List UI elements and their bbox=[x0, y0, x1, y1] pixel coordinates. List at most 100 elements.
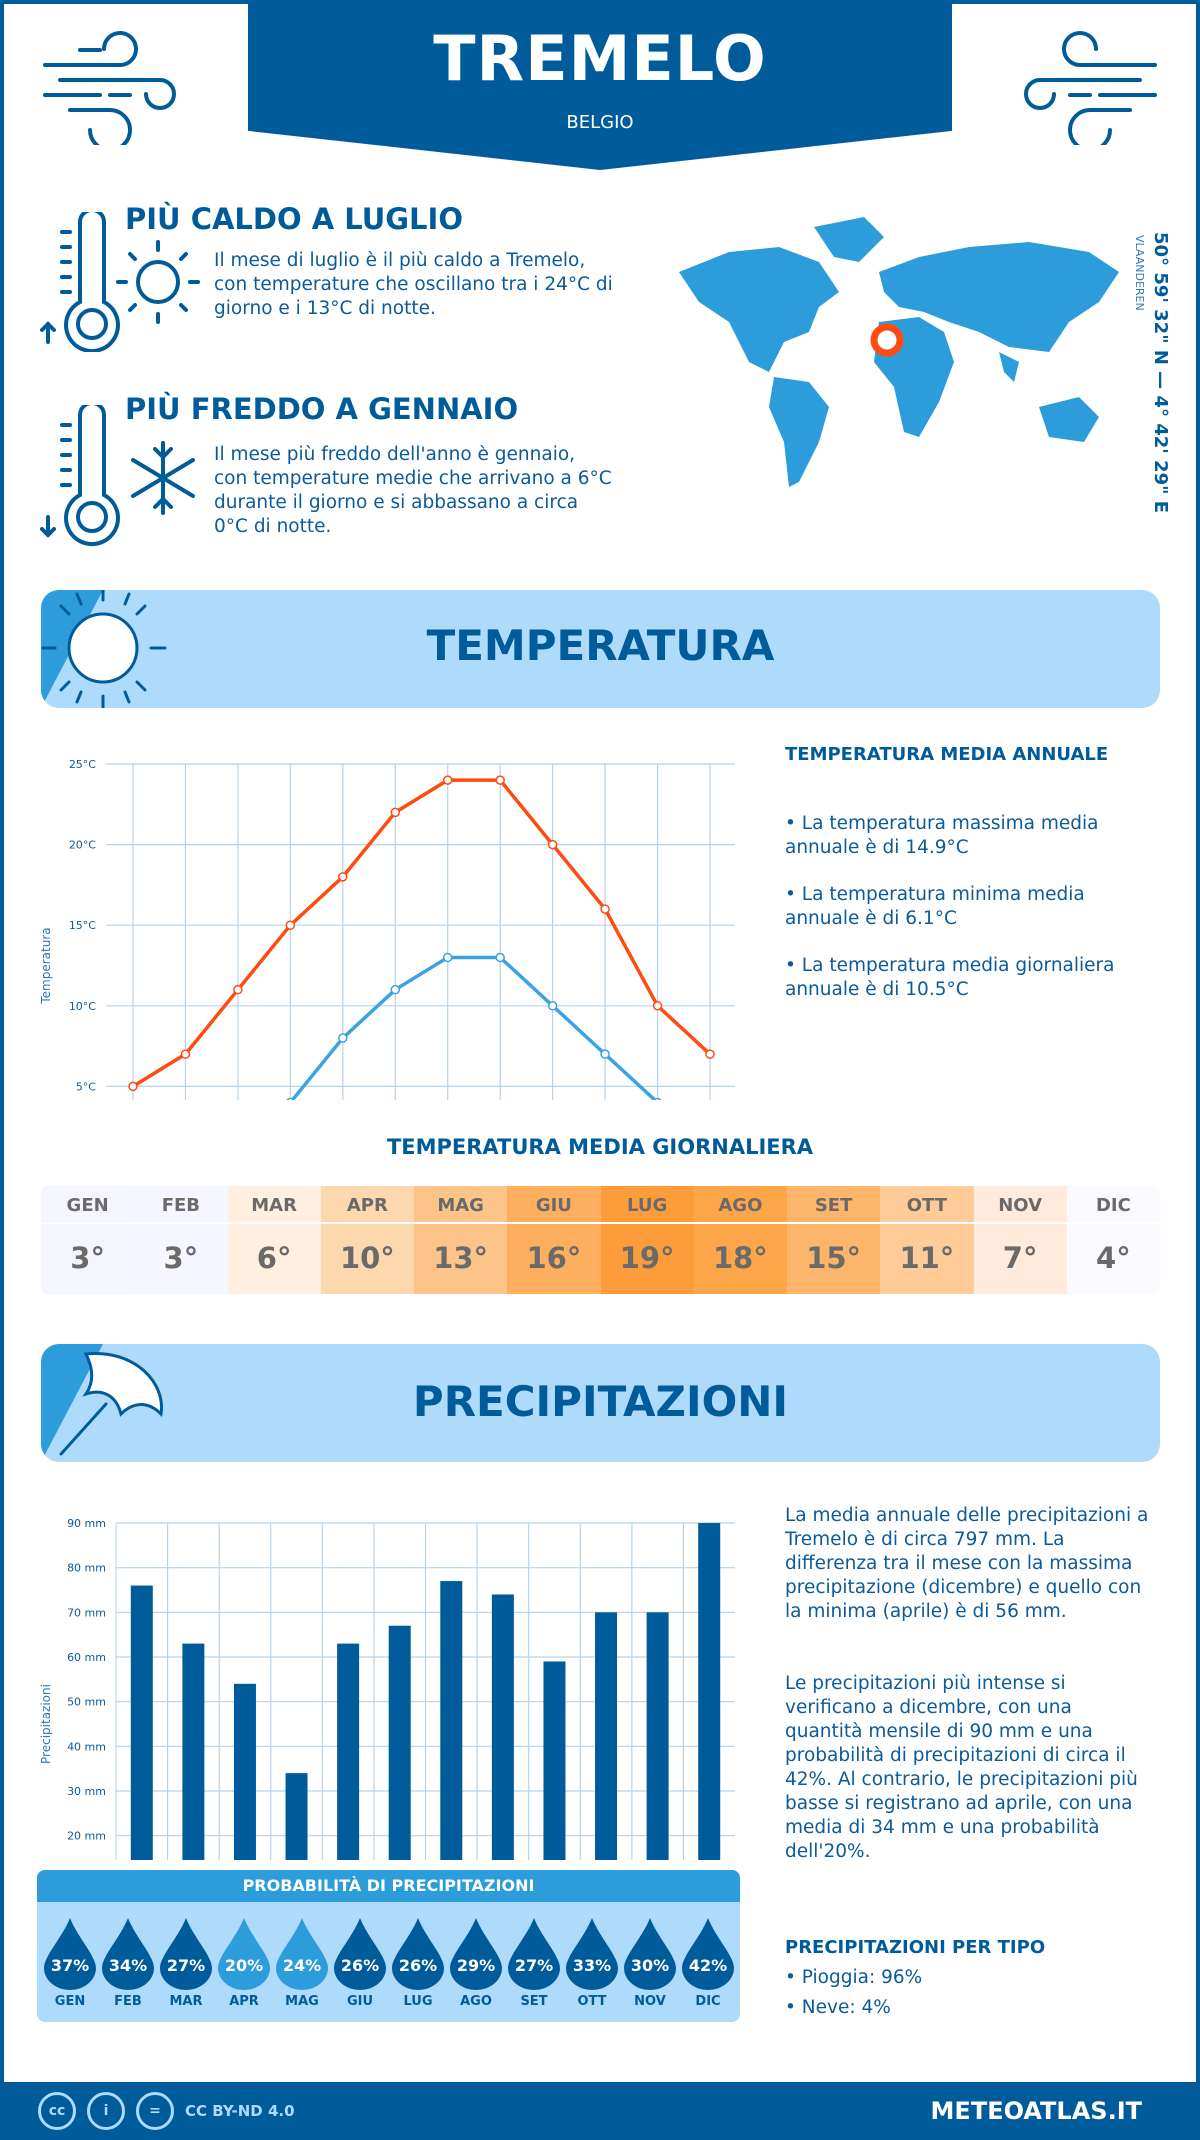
attribution-icon: i bbox=[87, 2092, 125, 2130]
data-point bbox=[180, 1049, 191, 1059]
data-point bbox=[652, 1001, 663, 1011]
site-link[interactable]: METEOATLAS.IT bbox=[930, 2097, 1142, 2125]
raindrop-icon bbox=[682, 1918, 734, 1990]
bar bbox=[543, 1661, 566, 1860]
precip-type-title: PRECIPITAZIONI PER TIPO bbox=[785, 1937, 1046, 1958]
world-map bbox=[679, 217, 1119, 487]
y-tick-label: 50 mm bbox=[67, 1696, 106, 1709]
probability-value: 29% bbox=[456, 1956, 496, 1975]
month-label: MAR bbox=[169, 1994, 203, 2009]
y-tick-label: 70 mm bbox=[67, 1606, 106, 1619]
month-label: APR bbox=[320, 1186, 414, 1224]
month-label: FEB bbox=[134, 1186, 228, 1224]
data-point bbox=[390, 807, 401, 818]
month-label: FEB bbox=[114, 1994, 142, 2009]
precip-type-snow: • Neve: 4% bbox=[785, 1997, 891, 2018]
y-tick-label: 90 mm bbox=[67, 1517, 106, 1530]
month-label: APR bbox=[229, 1994, 259, 2009]
temp-value: 15° bbox=[806, 1241, 862, 1275]
data-point bbox=[495, 775, 505, 785]
month-label: DIC bbox=[695, 1994, 721, 2009]
raindrop-icon bbox=[624, 1918, 676, 1990]
series-line bbox=[132, 778, 712, 1088]
y-tick-label: 30 mm bbox=[67, 1785, 106, 1798]
y-tick-label: 25°C bbox=[69, 758, 96, 771]
annual-temp-bullet: • La temperatura media giornaliera annua… bbox=[785, 955, 1115, 1000]
probability-value: 30% bbox=[630, 1956, 670, 1975]
daily-temp-cell: LUG 19° bbox=[600, 1186, 694, 1294]
city-title: TREMELO bbox=[433, 22, 767, 95]
daily-temp-cell: FEB 3° bbox=[134, 1186, 228, 1294]
coldest-title: PIÙ FREDDO A GENNAIO bbox=[125, 392, 519, 426]
y-tick-label: 80 mm bbox=[67, 1562, 106, 1575]
probability-value: 20% bbox=[224, 1956, 264, 1975]
temp-value: 4° bbox=[1096, 1241, 1131, 1275]
raindrop-icon bbox=[276, 1918, 328, 1990]
month-label: SET bbox=[520, 1994, 548, 2009]
data-point bbox=[338, 872, 348, 882]
temp-value: 11° bbox=[899, 1241, 955, 1275]
wind-icon-right bbox=[1024, 31, 1157, 145]
temp-value: 16° bbox=[526, 1241, 582, 1275]
month-label: NOV bbox=[973, 1186, 1067, 1224]
month-label: MAR bbox=[227, 1186, 321, 1224]
month-label: OTT bbox=[880, 1186, 974, 1224]
month-label: OTT bbox=[577, 1994, 607, 2009]
location-marker-icon bbox=[870, 323, 904, 357]
raindrop-icon bbox=[566, 1918, 618, 1990]
probability-value: 42% bbox=[688, 1956, 728, 1975]
temp-value: 6° bbox=[256, 1241, 292, 1275]
temperature-banner bbox=[41, 590, 1160, 708]
data-point bbox=[285, 920, 296, 930]
precip-type-rain: • Pioggia: 96% bbox=[785, 1967, 923, 1988]
precip-probability-drop: 26% GIU bbox=[334, 1918, 386, 2009]
probability-value: 34% bbox=[108, 1956, 148, 1975]
coordinates: 50° 59' 32" N — 4° 42' 29" E bbox=[1150, 232, 1171, 514]
data-point bbox=[128, 1081, 138, 1092]
precip-paragraph-1: La media annuale delle precipitazioni a … bbox=[785, 1505, 1149, 1622]
y-tick-label: 20 mm bbox=[67, 1830, 106, 1843]
hottest-title: PIÙ CALDO A LUGLIO bbox=[125, 202, 463, 236]
precip-probability-panel: PROBABILITÀ DI PRECIPITAZIONI 37% GEN 34% F… bbox=[37, 1870, 740, 2022]
temp-value: 13° bbox=[433, 1241, 489, 1275]
cc-icon: cc bbox=[38, 2092, 76, 2130]
temperature-chart: 0°C5°C10°C15°C20°C25°CGenFebMarAprMagGiu… bbox=[39, 758, 735, 1100]
probability-value: 26% bbox=[398, 1956, 438, 1975]
month-label: AGO bbox=[693, 1186, 787, 1224]
month-label: MAG bbox=[285, 1994, 319, 2009]
daily-temp-cell: NOV 7° bbox=[973, 1186, 1067, 1294]
month-label: AGO bbox=[460, 1994, 492, 2009]
y-tick-label: 20°C bbox=[69, 839, 96, 852]
wind-icon-left bbox=[43, 31, 176, 145]
month-label: GIU bbox=[507, 1186, 601, 1224]
hottest-text: Il mese di luglio è il più caldo a Treme… bbox=[214, 250, 613, 319]
no-derivatives-icon: = bbox=[136, 2092, 174, 2130]
precip-probability-drop: 33% OTT bbox=[566, 1918, 618, 2009]
umbrella-icon bbox=[59, 1352, 164, 1456]
thermometer-hot-icon bbox=[40, 212, 200, 352]
footer: cc i = CC BY-ND 4.0 METEOATLAS.IT bbox=[0, 2082, 1200, 2140]
bar bbox=[233, 1683, 256, 1860]
y-axis-label: Precipitazioni bbox=[39, 1684, 53, 1764]
daily-temp-cell: DIC 4° bbox=[1066, 1186, 1160, 1294]
y-tick-label: 15°C bbox=[69, 919, 96, 932]
raindrop-icon bbox=[334, 1918, 386, 1990]
raindrop-icon bbox=[218, 1918, 270, 1990]
y-tick-label: 60 mm bbox=[67, 1651, 106, 1664]
month-label: LUG bbox=[600, 1186, 694, 1224]
month-label: GIU bbox=[346, 1994, 374, 2009]
raindrop-icon bbox=[160, 1918, 212, 1990]
precip-probability-drop: 27% MAR bbox=[160, 1918, 212, 2009]
data-point bbox=[338, 1033, 348, 1043]
month-label: GEN bbox=[54, 1994, 86, 2009]
month-label: LUG bbox=[403, 1994, 433, 2009]
month-label: DIC bbox=[1066, 1186, 1160, 1224]
temp-value: 10° bbox=[339, 1241, 395, 1275]
raindrop-icon bbox=[508, 1918, 560, 1990]
daily-temp-cell: APR 10° bbox=[320, 1186, 414, 1294]
data-point bbox=[495, 952, 505, 963]
probability-value: 26% bbox=[340, 1956, 380, 1975]
temp-value: 18° bbox=[712, 1241, 768, 1275]
coldest-text: Il mese più freddo dell'anno è gennaio, … bbox=[214, 444, 612, 537]
daily-temp-cell: SET 15° bbox=[787, 1186, 881, 1294]
